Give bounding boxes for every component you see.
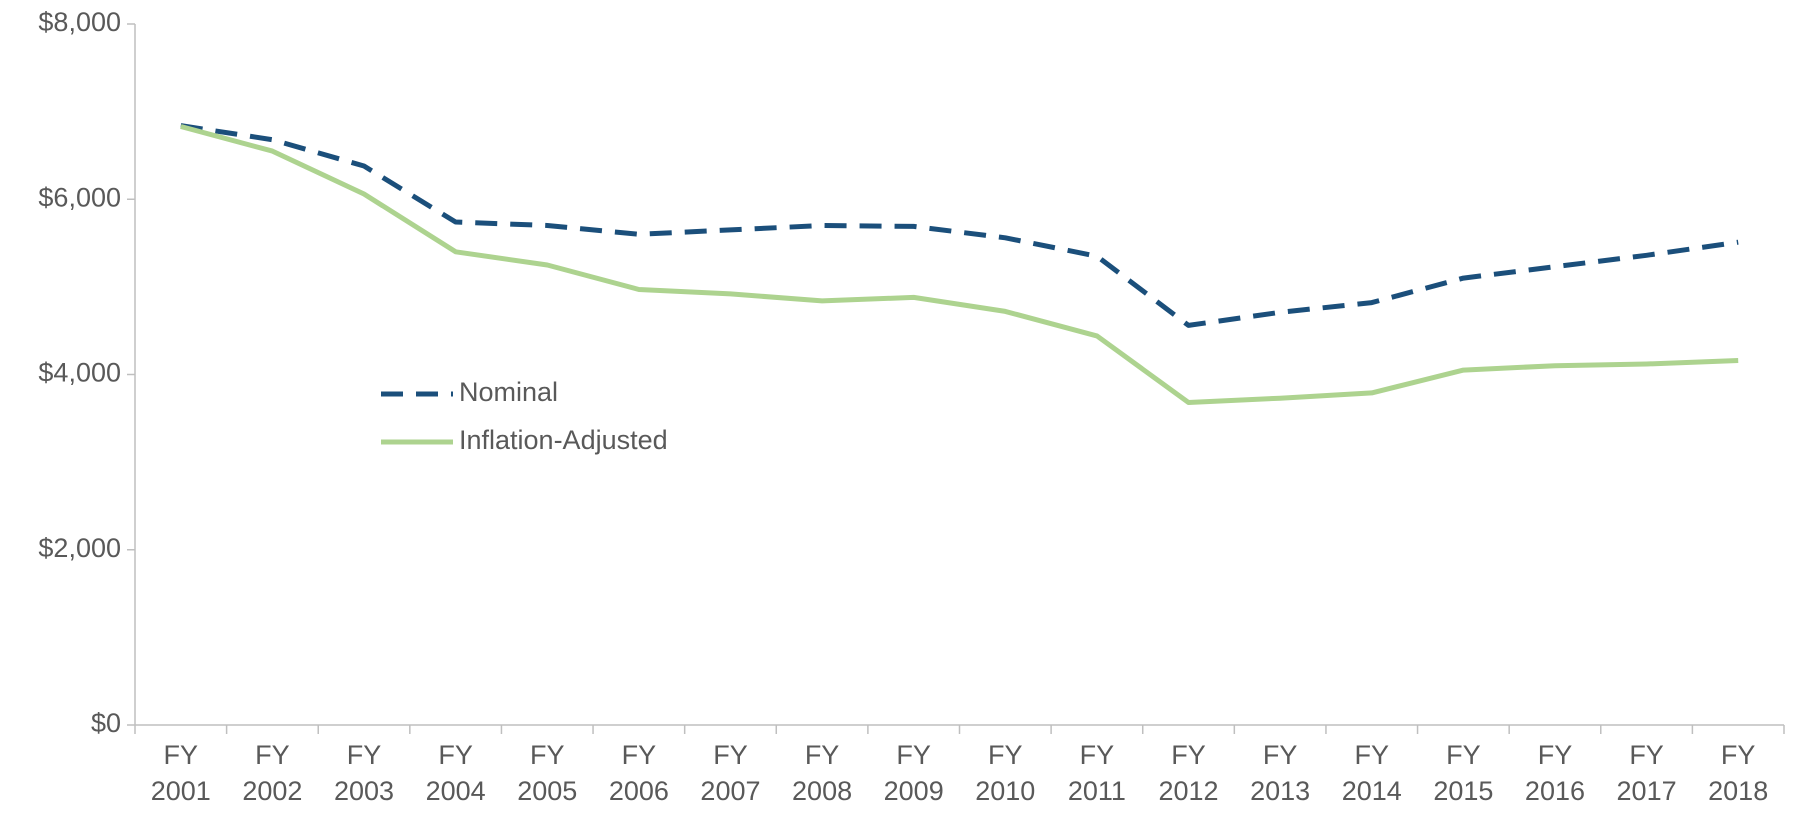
x-tick-label: FY 2002 <box>242 740 303 806</box>
x-tick-label: FY 2011 <box>1067 740 1126 806</box>
line-series <box>180 124 1739 405</box>
x-tick-label: FY 2018 <box>1708 740 1769 806</box>
x-tick-label: FY 2012 <box>1158 740 1219 806</box>
x-tick-label: FY 2006 <box>608 740 669 806</box>
y-tick-label: $8,000 <box>38 7 121 37</box>
x-tick-label: FY 2008 <box>792 740 853 806</box>
line-series <box>180 123 1739 328</box>
legend-label: Nominal <box>459 377 558 407</box>
x-tick-label: FY 2001 <box>150 740 211 806</box>
x-tick-label: FY 2017 <box>1616 740 1677 806</box>
legend-label: Inflation-Adjusted <box>459 425 668 455</box>
y-tick-label: $6,000 <box>38 182 121 212</box>
x-tick-label: FY 2005 <box>517 740 578 806</box>
x-tick-label: FY 2014 <box>1341 740 1402 806</box>
y-tick-label: $4,000 <box>38 358 121 388</box>
y-tick-label: $0 <box>91 708 121 738</box>
x-tick-label: FY 2015 <box>1433 740 1494 806</box>
x-tick-label: FY 2003 <box>333 740 395 806</box>
x-tick-label: FY 2016 <box>1524 740 1585 806</box>
x-tick-label: FY 2010 <box>975 740 1036 806</box>
x-tick-label: FY 2009 <box>883 740 944 806</box>
y-tick-label: $2,000 <box>38 533 121 563</box>
x-tick-label: FY 2007 <box>700 740 761 806</box>
x-tick-label: FY 2013 <box>1250 740 1311 806</box>
x-tick-label: FY 2004 <box>425 740 486 806</box>
